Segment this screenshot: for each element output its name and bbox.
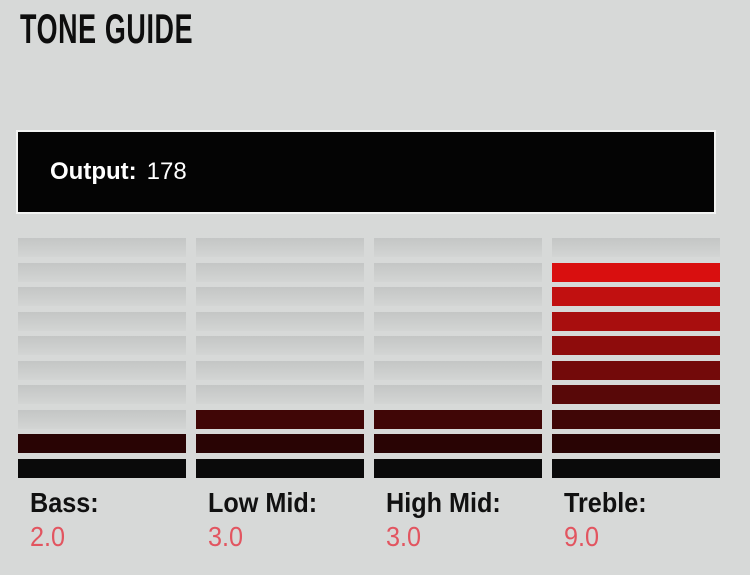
meter-segment-lit (374, 458, 542, 478)
meter-segment-unlit (18, 262, 186, 282)
band-value: 2.0 (30, 521, 66, 553)
band-high-mid: High Mid: 3.0 (374, 238, 542, 553)
output-label: Output: (50, 158, 137, 185)
meter-segment-lit (552, 385, 720, 404)
meter-segment-unlit (196, 360, 364, 380)
meter-segment-unlit (196, 238, 364, 257)
band-segments (18, 238, 186, 478)
meter-segment-lit (552, 409, 720, 429)
meter-segment-lit (552, 360, 720, 380)
band-label: Bass: (30, 486, 99, 518)
meter-segment-unlit (374, 238, 542, 257)
meter-segment-lit (552, 458, 720, 478)
meter-segment-lit (196, 458, 364, 478)
meter-segment-lit (374, 409, 542, 429)
meter-segment-unlit (374, 311, 542, 331)
meter-segment-unlit (196, 287, 364, 306)
page-title: TONE GUIDE (20, 5, 194, 52)
band-value: 3.0 (386, 521, 422, 553)
meter-segment-lit (196, 434, 364, 453)
meter-segment-lit (552, 311, 720, 331)
meter-segment-unlit (18, 336, 186, 355)
band-label: Low Mid: (208, 486, 318, 518)
meter-segment-lit (374, 434, 542, 453)
meter-segment-unlit (196, 385, 364, 404)
band-value: 3.0 (208, 521, 244, 553)
meter-segment-lit (18, 434, 186, 453)
meter-segment-unlit (552, 238, 720, 257)
band-bass: Bass: 2.0 (18, 238, 186, 553)
meter-segment-unlit (374, 336, 542, 355)
band-segments (374, 238, 542, 478)
meter-segment-unlit (18, 287, 186, 306)
band-value: 9.0 (564, 521, 600, 553)
meter-segment-unlit (374, 385, 542, 404)
output-value: 178 (146, 158, 187, 185)
meter-segment-lit (196, 409, 364, 429)
tone-meter: Bass: 2.0 Low Mid: 3.0 High Mid: 3.0 Treble: 9.… (18, 238, 720, 553)
meter-segment-unlit (374, 262, 542, 282)
meter-segment-unlit (18, 238, 186, 257)
band-label: High Mid: (386, 486, 501, 518)
meter-segment-lit (552, 287, 720, 306)
band-low-mid: Low Mid: 3.0 (196, 238, 364, 553)
meter-segment-lit (552, 336, 720, 355)
meter-segment-unlit (374, 360, 542, 380)
band-treble: Treble: 9.0 (552, 238, 720, 553)
meter-segment-unlit (196, 336, 364, 355)
meter-segment-unlit (196, 262, 364, 282)
meter-segment-unlit (18, 360, 186, 380)
meter-segment-unlit (18, 385, 186, 404)
meter-segment-unlit (374, 287, 542, 306)
meter-segment-lit (552, 434, 720, 453)
band-label: Treble: (564, 486, 647, 518)
meter-segment-unlit (18, 311, 186, 331)
band-segments (552, 238, 720, 478)
meter-segment-lit (18, 458, 186, 478)
band-segments (196, 238, 364, 478)
meter-segment-unlit (196, 311, 364, 331)
meter-segment-lit (552, 262, 720, 282)
output-bar: Output: 178 (16, 130, 716, 214)
meter-segment-unlit (18, 409, 186, 429)
